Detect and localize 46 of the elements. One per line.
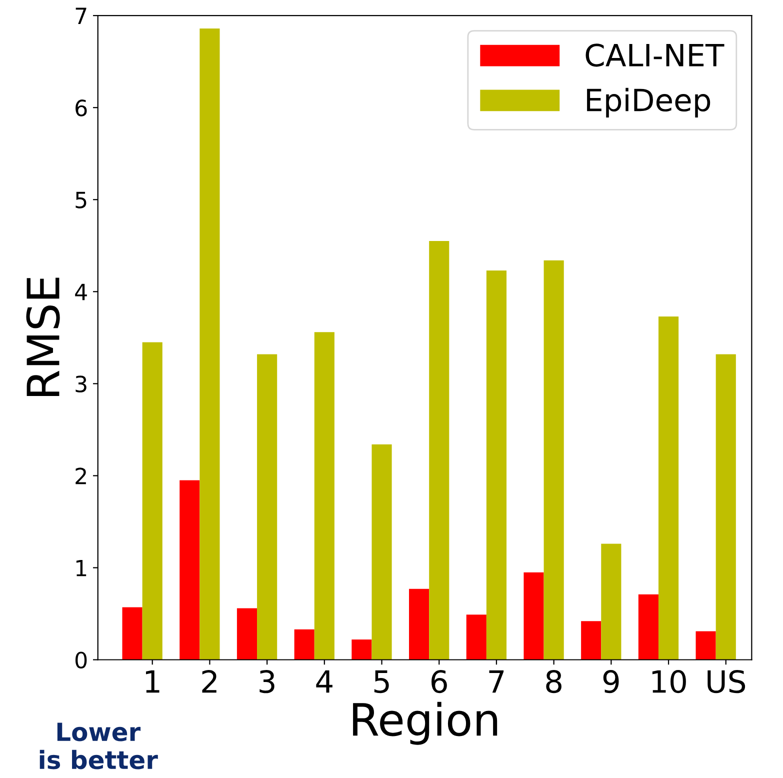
bar [466,614,486,660]
bar [122,607,142,660]
bar [486,270,507,660]
y-tick-label: 2 [76,468,86,484]
x-tick-label: 3 [260,670,274,694]
y-tick-label: 4 [75,284,87,300]
x-tick-label: 6 [432,670,447,694]
x-tick-label: US [708,670,746,694]
legend-label: CALI-NET [586,44,724,67]
bar [352,640,372,660]
x-axis-title: Region [353,702,498,745]
x-tick-label: 5 [374,670,389,694]
y-tick-label: 5 [76,192,86,208]
y-tick-label: 0 [75,652,87,669]
y-tick-label: 7 [76,8,86,24]
x-tick-label: 7 [489,670,504,693]
x-tick-label: 9 [603,670,619,694]
bar [544,260,564,660]
bar [314,332,334,660]
y-tick-label: 1 [76,560,86,576]
bar [696,631,716,660]
text: Lower is better [40,722,158,770]
bar [236,608,258,660]
bar [716,354,736,660]
bar [409,588,430,660]
x-tick-label: 1 [146,670,160,693]
bar [601,544,622,660]
y-tick-label: 6 [76,100,87,116]
bar [429,241,450,660]
x-tick-label: 2 [202,670,216,693]
bar [294,629,314,660]
bar [200,28,220,660]
x-tick-label: 8 [546,670,562,694]
x-tick-label: 4 [316,670,332,693]
bar [658,316,679,660]
bar [524,572,544,660]
bar [257,354,278,660]
legend-label: EpiDeep [587,88,710,118]
x-tick-label: 10 [652,670,686,694]
bar [581,621,602,660]
bar [638,594,658,660]
y-axis-title: RMSE [26,278,60,396]
bar [180,480,200,660]
bar [372,444,392,660]
y-tick-label: 3 [76,376,86,392]
bar [142,342,162,660]
